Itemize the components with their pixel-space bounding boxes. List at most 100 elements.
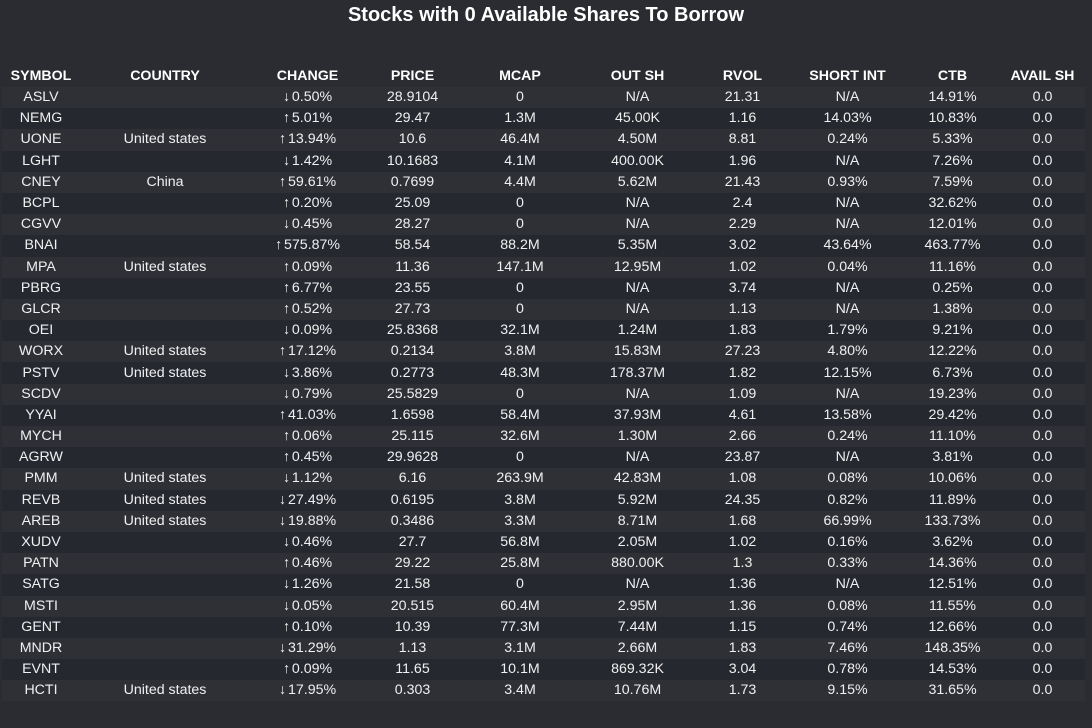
cell-country [80,426,250,448]
cell-change: ↑ 0.45% [250,447,365,469]
table-row[interactable]: ASLV ↓ 0.50% 28.9104 0 N/A 21.31 N/A 14.91% 0.0 [2,87,1085,109]
cell-ctb: 14.53% [905,659,1000,681]
arrow-up-icon: ↑ [282,661,290,678]
cell-rvol: 1.02 [695,256,790,278]
cell-out-sh: 2.05M [580,531,695,554]
table-row[interactable]: OEI ↓ 0.09% 25.8368 32.1M 1.24M 1.83 1.79% 9.21%… [2,320,1085,342]
cell-price: 0.2134 [365,341,460,363]
cell-short-int: N/A [790,277,905,299]
cell-country [80,531,250,554]
table-row[interactable]: AGRW ↑ 0.45% 29.9628 0 N/A 23.87 N/A 3.81% 0.0 [2,447,1085,469]
cell-price: 25.09 [365,192,460,215]
table-row[interactable]: MSTI ↓ 0.05% 20.515 60.4M 2.95M 1.36 0.08% 11.55… [2,595,1085,617]
cell-ctb: 11.16% [905,256,1000,278]
table-row[interactable]: LGHT ↓ 1.42% 10.1683 4.1M 400.00K 1.96 N/A 7.26%… [2,150,1085,172]
cell-mcap: 0 [460,383,580,405]
change-value: 0.10% [291,618,333,635]
table-row[interactable]: MPA United states ↑ 0.09% 11.36 147.1M 12.95M 1… [2,256,1085,278]
change-value: 0.46% [291,555,333,572]
table-row[interactable]: GLCR ↑ 0.52% 27.73 0 N/A 1.13 N/A 1.38% 0.0 [2,298,1085,321]
change-value: 19.88% [287,512,337,529]
cell-ctb: 3.81% [905,447,1000,469]
table-row[interactable]: UONE United states ↑ 13.94% 10.6 46.4M 4.50M 8.… [2,129,1085,151]
table-row[interactable]: PBRG ↑ 6.77% 23.55 0 N/A 3.74 N/A 0.25% 0.0 [2,277,1085,299]
cell-mcap: 0 [460,87,580,109]
cell-symbol: LGHT [2,150,80,172]
cell-short-int: 0.93% [790,171,905,193]
table-row[interactable]: BCPL ↑ 0.20% 25.09 0 N/A 2.4 N/A 32.62% 0.0 [2,192,1085,215]
cell-rvol: 1.08 [695,468,790,490]
cell-out-sh: N/A [580,214,695,236]
cell-price: 25.8368 [365,320,460,342]
table-row[interactable]: PATN ↑ 0.46% 29.22 25.8M 880.00K 1.3 0.33% 14.36… [2,553,1085,575]
table-body: ASLV ↓ 0.50% 28.9104 0 N/A 21.31 N/A 14.91% 0.0 NE… [2,87,1085,702]
table-row[interactable]: CNEY China ↑ 59.61% 0.7699 4.4M 5.62M 21.43 0.93… [2,171,1085,193]
cell-mcap: 4.1M [460,150,580,172]
cell-avail-sh: 0.0 [1000,129,1085,151]
cell-mcap: 58.4M [460,404,580,426]
arrow-down-icon: ↓ [278,682,286,699]
cell-symbol: BCPL [2,192,80,215]
cell-symbol: HCTI [2,680,80,702]
table-row[interactable]: NEMG ↑ 5.01% 29.47 1.3M 45.00K 1.16 14.03% 10.83… [2,108,1085,130]
column-header-ctb[interactable]: CTB [937,68,968,84]
table-row[interactable]: WORX United states ↑ 17.12% 0.2134 3.8M 15.83M… [2,341,1085,363]
cell-rvol: 27.23 [695,341,790,363]
cell-ctb: 14.91% [905,87,1000,109]
cell-country: China [80,171,250,193]
table-row[interactable]: SCDV ↓ 0.79% 25.5829 0 N/A 1.09 N/A 19.23% 0.0 [2,383,1085,405]
table-row[interactable]: AREB United states ↓ 19.88% 0.3486 3.3M 8.71M 1… [2,510,1085,532]
cell-avail-sh: 0.0 [1000,256,1085,278]
cell-country: United states [80,341,250,363]
cell-avail-sh: 0.0 [1000,298,1085,321]
table-row[interactable]: BNAI ↑ 575.87% 58.54 88.2M 5.35M 3.02 43.64% 463… [2,235,1085,257]
table-row[interactable]: XUDV ↓ 0.46% 27.7 56.8M 2.05M 1.02 0.16% 3.62% 0.… [2,531,1085,554]
cell-short-int: N/A [790,192,905,215]
arrow-down-icon: ↓ [282,89,290,106]
table-row[interactable]: SATG ↓ 1.26% 21.58 0 N/A 1.36 N/A 12.51% 0.0 [2,574,1085,596]
cell-price: 25.115 [365,426,460,448]
column-header-country[interactable]: COUNTRY [130,68,200,84]
table-row[interactable]: PSTV United states ↓ 3.86% 0.2773 48.3M 178.37… [2,362,1085,384]
column-header-change[interactable]: CHANGE [276,68,339,84]
cell-ctb: 14.36% [905,553,1000,575]
arrow-up-icon: ↑ [282,428,290,445]
cell-avail-sh: 0.0 [1000,510,1085,532]
table-row[interactable]: MYCH ↑ 0.06% 25.115 32.6M 1.30M 2.66 0.24% 11.10… [2,426,1085,448]
table-row[interactable]: REVB United states ↓ 27.49% 0.6195 3.8M 5.92M 2… [2,489,1085,511]
cell-short-int: 14.03% [790,108,905,130]
table-row[interactable]: GENT ↑ 0.10% 10.39 77.3M 7.44M 1.15 0.74% 12.66%… [2,616,1085,638]
table-row[interactable]: MNDR ↓ 31.29% 1.13 3.1M 2.66M 1.83 7.46% 148.35%… [2,637,1085,660]
cell-symbol: PATN [2,553,80,575]
change-value: 0.45% [291,449,333,466]
cell-mcap: 25.8M [460,553,580,575]
cell-price: 20.515 [365,595,460,617]
column-header-short-int[interactable]: SHORT INT [809,68,886,84]
change-value: 0.20% [291,195,333,212]
column-header-avail-sh[interactable]: AVAIL SH [1010,68,1075,84]
column-header-rvol[interactable]: RVOL [722,68,763,84]
column-header-out-sh[interactable]: OUT SH [610,68,665,84]
change-value: 6.77% [291,279,333,296]
cell-avail-sh: 0.0 [1000,362,1085,384]
cell-mcap: 46.4M [460,129,580,151]
table-row[interactable]: HCTI United states ↓ 17.95% 0.303 3.4M 10.76M 1… [2,680,1085,702]
cell-short-int: 0.33% [790,553,905,575]
column-header-symbol[interactable]: SYMBOL [10,68,72,84]
table-row[interactable]: CGVV ↓ 0.45% 28.27 0 N/A 2.29 N/A 12.01% 0.0 [2,214,1085,236]
column-header-mcap[interactable]: MCAP [499,68,541,84]
cell-out-sh: 42.83M [580,468,695,490]
column-header-price[interactable]: PRICE [390,68,435,84]
table-row[interactable]: PMM United states ↓ 1.12% 6.16 263.9M 42.83M 1.… [2,468,1085,490]
cell-rvol: 3.74 [695,277,790,299]
cell-rvol: 21.31 [695,87,790,109]
table-row[interactable]: EVNT ↑ 0.09% 11.65 10.1M 869.32K 3.04 0.78% 14.5… [2,659,1085,681]
cell-out-sh: 10.76M [580,680,695,702]
cell-change: ↓ 0.46% [250,531,365,554]
cell-change: ↓ 1.12% [250,468,365,490]
cell-avail-sh: 0.0 [1000,637,1085,660]
cell-symbol: GENT [2,616,80,638]
table-row[interactable]: YYAI ↑ 41.03% 1.6598 58.4M 37.93M 4.61 13.58% 29… [2,404,1085,426]
cell-ctb: 31.65% [905,680,1000,702]
change-value: 0.09% [291,258,333,275]
